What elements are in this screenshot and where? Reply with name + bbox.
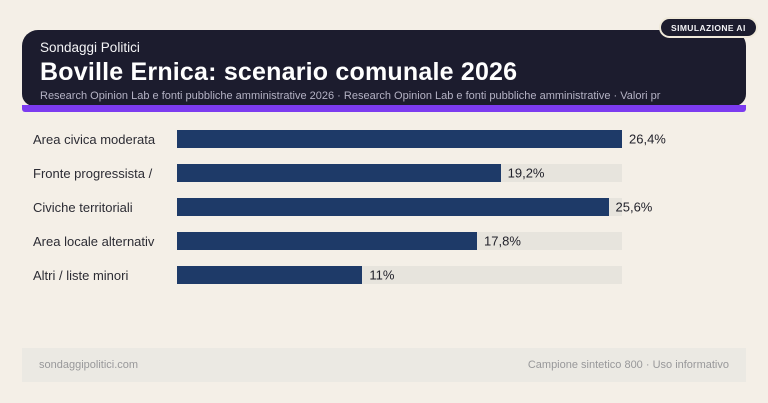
value-label: 26,4% [629,131,666,147]
brand-kicker: Sondaggi Politici [40,40,140,55]
category-label: Civiche territoriali [33,199,133,215]
bar [177,198,609,216]
bar-track: 19,2% [177,164,622,182]
chart-row: Area locale alternativ 17,8% [0,232,768,250]
accent-rule [22,105,746,112]
page-title: Boville Ernica: scenario comunale 2026 [40,58,518,86]
bar [177,164,501,182]
category-label: Area locale alternativ [33,233,155,249]
footer-note: Campione sintetico 800 · Uso informativo [527,359,729,371]
value-label: 11% [369,267,395,283]
bar [177,232,478,250]
category-label: Area civica moderata [33,131,156,147]
simulation-badge: SIMULAZIONE AI [659,17,758,38]
chart-row: Fronte progressista / 19,2% [0,164,768,182]
bar-chart: Area civica moderata 26,4% Fronte progre… [0,130,768,300]
value-label: 19,2% [507,165,545,181]
bar-track: 26,4% [177,130,666,148]
category-label: Altri / liste minori [33,267,129,283]
bar [177,130,622,148]
bar-track: 17,8% [177,232,622,250]
value-label: 17,8% [484,233,521,249]
footer-source-link: sondaggipolitici.com [39,359,139,371]
header: Sondaggi Politici Boville Ernica: scenar… [22,30,746,112]
footer: sondaggipolitici.com Campione sintetico … [22,348,746,382]
bar [177,266,363,284]
header-card: Sondaggi Politici Boville Ernica: scenar… [22,30,746,106]
chart-row: Civiche territoriali 25,6% [0,198,768,216]
value-label: 25,6% [615,199,653,215]
bar-track: 25,6% [177,198,652,216]
page-subtitle: Research Opinion Lab e fonti pubbliche a… [40,90,661,102]
bar-track: 11% [177,266,622,284]
simulation-badge-label: SIMULAZIONE AI [671,22,746,33]
chart-row: Altri / liste minori 11% [0,266,768,284]
chart-row: Area civica moderata 26,4% [0,130,768,148]
category-label: Fronte progressista / [33,165,153,181]
